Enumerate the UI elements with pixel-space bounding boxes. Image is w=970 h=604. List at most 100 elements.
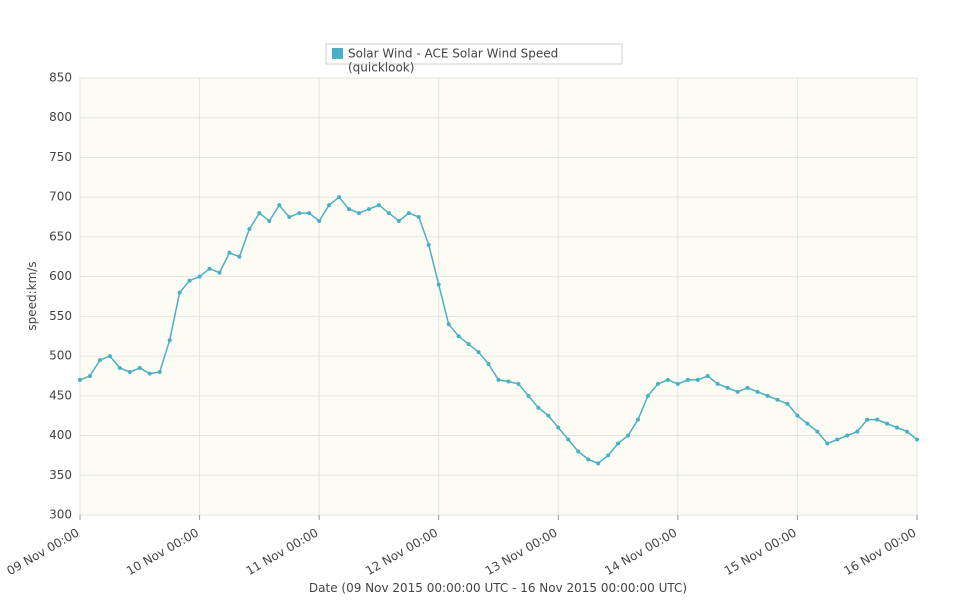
data-point — [606, 453, 611, 458]
data-point — [237, 254, 242, 259]
x-tick-label: 10 Nov 00:00 — [124, 525, 201, 578]
data-point — [915, 437, 919, 442]
y-tick-label: 550 — [49, 309, 72, 323]
data-point — [735, 389, 740, 394]
data-point — [785, 401, 790, 406]
data-point — [287, 215, 292, 220]
marks — [78, 195, 919, 466]
data-point — [446, 322, 451, 327]
data-point — [297, 211, 302, 216]
data-point — [247, 226, 252, 231]
data-point — [765, 393, 770, 398]
data-point — [157, 369, 162, 374]
data-point — [78, 377, 82, 382]
x-tick-label: 13 Nov 00:00 — [483, 525, 560, 578]
data-point — [267, 219, 272, 224]
data-point — [795, 413, 800, 418]
x-tick-label: 15 Nov 00:00 — [722, 525, 799, 578]
x-axis-label: Date (09 Nov 2015 00:00:00 UTC - 16 Nov … — [309, 581, 687, 595]
data-point — [596, 461, 601, 466]
legend-label: Solar Wind - ACE Solar Wind Speed — [348, 47, 558, 61]
data-point — [357, 211, 361, 216]
data-point — [177, 290, 182, 295]
data-point — [406, 211, 411, 216]
y-axis-label: speed:km/s — [25, 261, 39, 330]
data-point — [725, 385, 730, 390]
data-point — [895, 425, 900, 430]
legend-swatch — [332, 48, 343, 59]
x-tick-label: 11 Nov 00:00 — [244, 525, 321, 578]
data-point — [855, 429, 860, 434]
data-point — [376, 203, 381, 208]
y-tick-label: 700 — [49, 190, 72, 204]
data-point — [117, 366, 122, 371]
data-point — [805, 421, 810, 426]
data-point — [97, 358, 102, 363]
x-tick-label: 14 Nov 00:00 — [602, 525, 679, 578]
data-point — [366, 207, 371, 212]
y-tick-label: 600 — [49, 269, 72, 283]
data-point — [755, 389, 760, 394]
data-point — [496, 377, 501, 382]
data-point — [197, 274, 202, 279]
data-point — [626, 433, 631, 438]
data-point — [675, 381, 680, 386]
data-point — [167, 338, 172, 343]
data-point — [645, 393, 650, 398]
y-tick-label: 500 — [49, 349, 72, 363]
y-tick-label: 650 — [49, 229, 72, 243]
data-point — [347, 207, 352, 212]
data-point — [556, 425, 561, 430]
grid — [79, 77, 918, 516]
data-point — [107, 354, 112, 359]
y-tick-label: 850 — [49, 71, 72, 85]
data-point — [516, 381, 521, 386]
plot-area — [79, 77, 918, 516]
data-point — [386, 211, 391, 216]
data-point — [426, 242, 431, 247]
data-point — [87, 373, 92, 378]
data-point — [655, 381, 660, 386]
data-point — [616, 441, 621, 446]
data-point — [715, 381, 720, 386]
data-point — [875, 417, 880, 422]
data-point — [207, 266, 212, 271]
data-point — [466, 342, 471, 347]
data-point — [885, 421, 890, 426]
data-point — [526, 393, 531, 398]
data-point — [865, 417, 870, 422]
x-tick-label: 09 Nov 00:00 — [4, 525, 81, 578]
data-point — [745, 385, 750, 390]
y-tick-label: 400 — [49, 428, 72, 442]
data-point — [695, 377, 700, 382]
x-tick-label: 12 Nov 00:00 — [363, 525, 440, 578]
y-tick-label: 750 — [49, 150, 72, 164]
data-point — [227, 250, 232, 255]
data-point — [416, 215, 421, 220]
data-point — [665, 377, 670, 382]
data-point — [586, 457, 591, 462]
data-point — [147, 371, 152, 376]
data-point — [307, 211, 312, 216]
data-point — [456, 334, 461, 339]
data-point — [317, 219, 322, 224]
data-point — [127, 369, 132, 374]
data-point — [905, 429, 910, 434]
data-point — [685, 377, 690, 382]
data-point — [337, 195, 342, 200]
data-point — [815, 429, 820, 434]
data-point — [705, 373, 710, 378]
data-point — [845, 433, 850, 438]
data-point — [566, 437, 571, 442]
data-point — [137, 366, 142, 371]
y-tick-label: 300 — [49, 508, 72, 522]
y-tick-label: 450 — [49, 388, 72, 402]
data-point — [536, 405, 541, 410]
legend-box — [325, 43, 623, 65]
data-point — [825, 441, 830, 446]
data-point — [277, 203, 282, 208]
data-point — [327, 203, 332, 208]
data-point — [486, 362, 491, 367]
data-point — [835, 437, 840, 442]
